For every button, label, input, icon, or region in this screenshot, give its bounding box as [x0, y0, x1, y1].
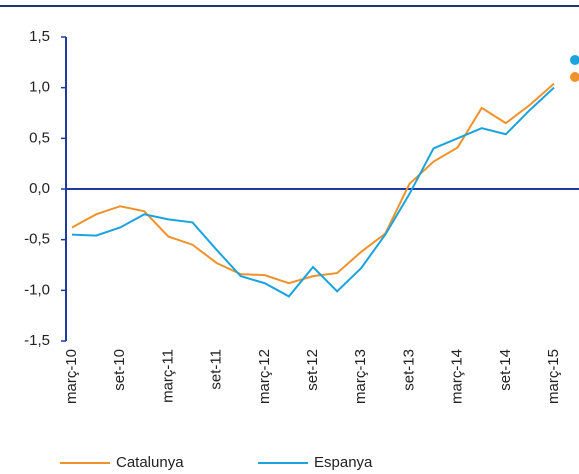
x-tick-label: març-15: [545, 349, 562, 404]
x-tick-label: març-10: [63, 349, 80, 404]
x-tick-label: set-10: [111, 349, 128, 391]
x-tick-label: set-11: [208, 349, 225, 390]
x-tick-label: set-13: [400, 349, 417, 391]
x-tick-label: març-12: [256, 349, 273, 404]
y-tick-label: -1,0: [24, 281, 50, 298]
y-tick-label: 0,0: [29, 180, 50, 197]
x-tick-label: març-11: [159, 349, 176, 403]
x-tick-label: març-13: [352, 349, 369, 404]
x-tick-label: set-12: [304, 349, 321, 391]
legend-label: Catalunya: [116, 454, 184, 471]
legend-dot: [570, 55, 579, 65]
y-tick-label: 1,0: [29, 79, 50, 96]
legend-label: Espanya: [314, 454, 373, 471]
x-tick-label: març-14: [449, 349, 466, 404]
series-line: [71, 82, 555, 285]
x-tick-label: set-14: [497, 349, 514, 391]
y-tick-label: 1,5: [29, 28, 50, 45]
legend-dot: [570, 72, 579, 82]
series-line: [71, 86, 555, 298]
y-tick-label: -0,5: [24, 231, 50, 248]
y-tick-label: -1,5: [24, 332, 50, 349]
y-tick-label: 0,5: [29, 129, 50, 146]
